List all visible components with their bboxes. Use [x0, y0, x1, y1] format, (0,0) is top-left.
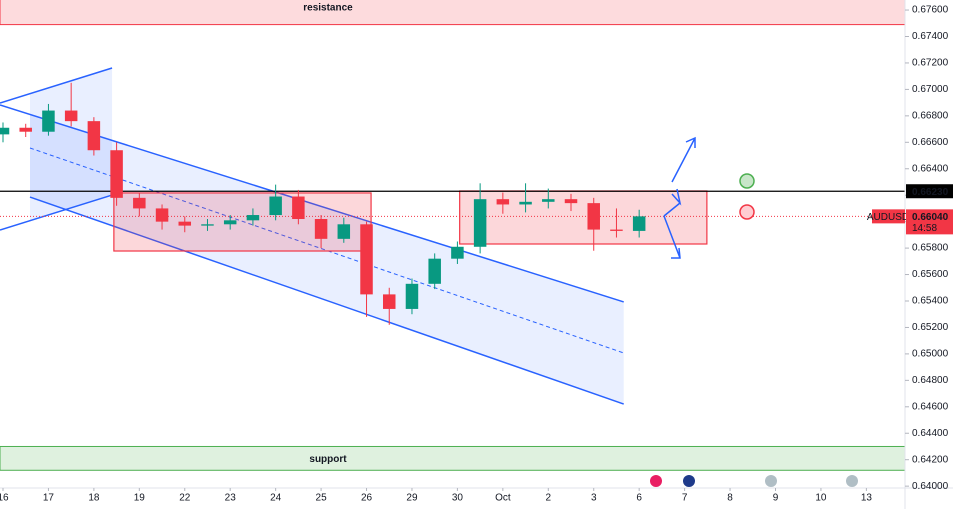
candle-body	[496, 199, 510, 205]
x-tick-label: 18	[88, 493, 100, 504]
y-tick-label: 0.65000	[912, 349, 949, 360]
channel-fill	[29, 114, 624, 405]
arrow	[663, 188, 682, 217]
y-tick-label: 0.66800	[912, 110, 949, 121]
x-tick-label: 26	[361, 493, 373, 504]
candle-body	[632, 216, 646, 231]
y-tick-label: 0.64600	[912, 401, 949, 412]
event-icons	[650, 475, 858, 487]
y-tick-label: 0.64400	[912, 428, 949, 439]
y-tick-label: 0.65200	[912, 322, 949, 333]
x-tick-label: 29	[406, 493, 418, 504]
candle-body	[178, 221, 192, 226]
event-icon[interactable]	[683, 475, 695, 487]
candle-body	[155, 208, 169, 222]
y-tick-label: 0.67600	[912, 5, 949, 16]
candle-body	[428, 258, 441, 284]
level-label-bg	[906, 184, 953, 199]
y-tick-label: 0.64800	[912, 375, 949, 386]
last-price-label-bg	[906, 209, 953, 235]
candle-body	[246, 215, 260, 221]
x-tick-label: 17	[43, 493, 55, 504]
candle-body	[110, 150, 123, 198]
channel-line	[0, 67, 113, 104]
candle-body	[42, 110, 55, 132]
y-tick-label: 0.65600	[912, 269, 949, 280]
x-tick-label: 25	[316, 493, 328, 504]
x-tick-label: 7	[682, 493, 688, 504]
signal-circle	[739, 204, 755, 220]
y-tick-label: 0.65800	[912, 243, 949, 254]
x-tick-label: 24	[270, 493, 282, 504]
candle-body	[473, 199, 487, 247]
candle-body	[451, 246, 464, 259]
countdown: 14:58	[912, 223, 937, 234]
x-tick-label: 6	[636, 493, 642, 504]
arrow	[671, 136, 696, 183]
candle-body	[337, 224, 351, 239]
candle-body	[314, 219, 328, 239]
candle-body	[0, 127, 10, 135]
channel-fill	[29, 67, 113, 221]
y-tick-label: 0.64200	[912, 454, 949, 465]
x-tick-label: 8	[727, 493, 733, 504]
x-tick-label: 22	[179, 493, 191, 504]
range-box	[459, 190, 708, 245]
channel-line	[0, 194, 113, 231]
x-tick-label: 16	[0, 493, 9, 504]
y-tick-label: 0.67200	[912, 58, 949, 69]
annotations	[663, 136, 755, 259]
channel-line	[0, 104, 624, 303]
candle-body	[405, 283, 419, 309]
zone	[0, 0, 906, 26]
x-tick-label: 3	[591, 493, 597, 504]
x-tick-label: 10	[815, 493, 827, 504]
x-tick-label: 30	[452, 493, 464, 504]
zone-label: resistance	[303, 2, 353, 13]
candle-body	[519, 201, 532, 205]
y-tick-label: 0.67400	[912, 31, 949, 42]
event-icon[interactable]	[765, 475, 777, 487]
level-label: 0.66230	[912, 187, 949, 198]
candle-body	[542, 199, 555, 202]
x-tick-label: 13	[861, 493, 873, 504]
x-tick-label: 2	[546, 493, 552, 504]
x-tick-label: 23	[225, 493, 237, 504]
zone	[0, 445, 906, 471]
y-tick-label: 0.66400	[912, 163, 949, 174]
signal-circle	[739, 173, 755, 189]
candle-body	[610, 229, 623, 231]
event-icon[interactable]	[846, 475, 858, 487]
symbol-label: AUDUSD	[867, 212, 909, 223]
x-tick-label: 19	[134, 493, 146, 504]
candle-body	[19, 127, 32, 132]
candle-body	[269, 196, 282, 216]
y-tick-label: 0.65400	[912, 296, 949, 307]
range-box	[113, 192, 372, 252]
candle-body	[87, 121, 101, 151]
event-icon[interactable]	[650, 475, 662, 487]
symbol-label-bg	[872, 209, 905, 224]
candle-body	[133, 197, 146, 209]
x-tick-label: Oct	[495, 493, 511, 504]
candle-body	[360, 224, 373, 295]
x-tick-label: 9	[773, 493, 779, 504]
channel-line	[29, 196, 624, 405]
candle-body	[587, 203, 600, 230]
candle-body	[564, 199, 578, 204]
y-tick-label: 0.67000	[912, 84, 949, 95]
plot-area: resistance support	[0, 0, 906, 471]
y-tick-label: 0.66600	[912, 137, 949, 148]
candle-body	[64, 110, 78, 122]
y-tick-label: 0.64000	[912, 481, 949, 492]
candle-body	[201, 224, 214, 226]
zone-label: support	[309, 454, 347, 465]
candle-body	[382, 294, 396, 309]
arrow	[663, 215, 681, 259]
candle-body	[223, 220, 237, 225]
last-price-label: 0.66040	[912, 212, 949, 223]
candle-body	[292, 196, 305, 220]
